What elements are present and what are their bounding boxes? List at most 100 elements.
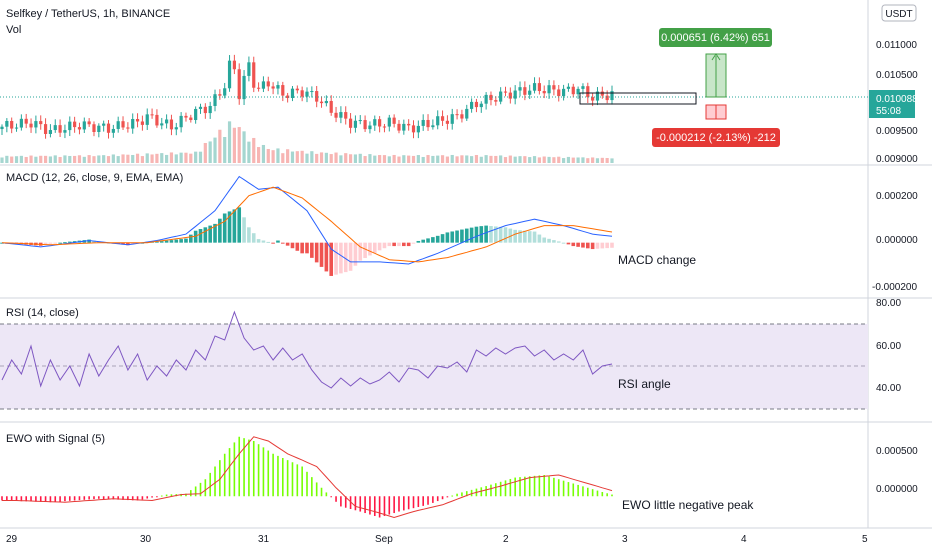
candle-body [319, 101, 324, 104]
candle-body [179, 115, 183, 128]
ewo-hist-bar [199, 482, 202, 497]
candle-body [73, 121, 77, 128]
macd-hist-bar [431, 237, 435, 243]
candle-body [523, 87, 527, 95]
macd-hist-bar [387, 242, 392, 247]
volume-bar [489, 155, 493, 163]
candle-body [465, 108, 469, 119]
macd-hist-bar [469, 227, 474, 243]
ewo-hist-bar [378, 496, 381, 518]
candle-body [271, 86, 275, 89]
time-axis[interactable]: 29 30 31 Sep 2 3 4 5 [6, 534, 868, 545]
ewo-hist-bar [64, 496, 66, 502]
macd-hist-bar [494, 226, 498, 243]
candle-body [34, 121, 38, 128]
time-label: 31 [258, 534, 270, 545]
macd-hist-bar [155, 241, 159, 243]
candle-body [165, 119, 169, 124]
macd-hist-bar [261, 240, 266, 243]
rsi-tick: 60.00 [876, 341, 901, 352]
ewo-hist-bar [393, 496, 395, 514]
candle-body [421, 119, 425, 126]
ewo-hist-bar [267, 450, 270, 497]
volume-bar [198, 151, 203, 163]
currency-badge[interactable] [881, 4, 917, 22]
time-label: 2 [503, 534, 509, 545]
macd-hist-bar [426, 238, 430, 243]
macd-hist-bar [552, 240, 556, 243]
ewo-hist-bar [519, 477, 521, 497]
macd-hist-bar [484, 225, 488, 243]
candle-body [5, 120, 9, 127]
candle-body [155, 114, 159, 126]
candle-body [353, 120, 358, 128]
ewo-hist-bar [359, 496, 362, 512]
macd-hist-bar [464, 228, 469, 243]
macd-hist-bar [126, 242, 130, 246]
measure-range-box[interactable] [579, 92, 697, 105]
candle-body [591, 97, 595, 101]
rsi-title[interactable]: RSI (14, close) [6, 307, 79, 319]
macd-hist-bar [72, 241, 77, 243]
candle-body [252, 62, 256, 88]
ewo-hist-bar [35, 496, 37, 502]
macd-hist-bar [67, 241, 72, 243]
ewo-hist-bar [499, 481, 502, 497]
ewo-hist-bar [354, 496, 357, 511]
candle-body [344, 112, 348, 119]
volume-bar [561, 158, 566, 163]
candle-body [581, 86, 585, 89]
ewo-hist-bar [315, 482, 318, 497]
volume-bar [58, 156, 62, 163]
volume-bar [455, 156, 459, 163]
symbol-title[interactable]: Selfkey / TetherUS, 1h, BINANCE [6, 8, 170, 20]
volume-bar [63, 155, 67, 163]
candle-body [397, 123, 401, 131]
macd-title[interactable]: MACD (12, 26, close, 9, EMA, EMA) [6, 172, 183, 184]
candle-body [552, 85, 556, 90]
volume-bar [542, 156, 546, 163]
ewo-hist-bar [417, 496, 420, 508]
ewo-hist-bar [344, 496, 347, 508]
volume-bar [48, 156, 53, 163]
macd-hist-bar [358, 242, 363, 261]
macd-hist-bar [63, 242, 67, 244]
volume-bar [218, 129, 222, 163]
candle-body [571, 86, 575, 95]
ewo-hist-bar [407, 496, 410, 510]
volume-bar [518, 156, 522, 163]
volume-legend[interactable]: Vol [6, 24, 21, 36]
macd-hist-bar [416, 240, 421, 243]
volume-bar [305, 153, 309, 163]
candle-body [605, 95, 609, 101]
macd-hist-bar [532, 231, 537, 243]
macd-hist-bar [319, 242, 324, 267]
ewo-hist-bar [601, 492, 604, 497]
macd-hist-bar [561, 242, 566, 244]
ewo-annotation: EWO little negative peak [622, 498, 754, 512]
macd-hist-bar [53, 242, 58, 244]
ewo-hist-bar [160, 495, 163, 497]
ewo-hist-bar [456, 493, 458, 497]
candle-body [160, 123, 164, 126]
macd-tick: -0.000200 [872, 282, 917, 293]
candle-body [310, 91, 314, 93]
ewo-hist-bar [335, 496, 337, 502]
volume-bar [407, 155, 411, 163]
volume-bar [595, 158, 600, 163]
volume-bar [479, 156, 483, 163]
candle-body [315, 91, 319, 102]
ewo-hist-bar [383, 496, 386, 517]
ewo-hist-bar [596, 490, 599, 497]
volume-bar [387, 156, 391, 163]
measure-tool[interactable]: 0.000651 (6.42%) 651 -0.000212 (-2.13%) … [579, 28, 780, 147]
price-axis[interactable]: USDT 0.011000 0.010500 0.009500 0.009000… [869, 4, 918, 165]
candle-body [586, 86, 590, 98]
ewo-title[interactable]: EWO with Signal (5) [6, 433, 105, 445]
volume-bar [184, 152, 188, 163]
volume-bar [523, 156, 527, 163]
ewo-hist-bar [340, 496, 342, 507]
volume-bar [315, 153, 319, 163]
ewo-hist-bar [190, 490, 192, 497]
